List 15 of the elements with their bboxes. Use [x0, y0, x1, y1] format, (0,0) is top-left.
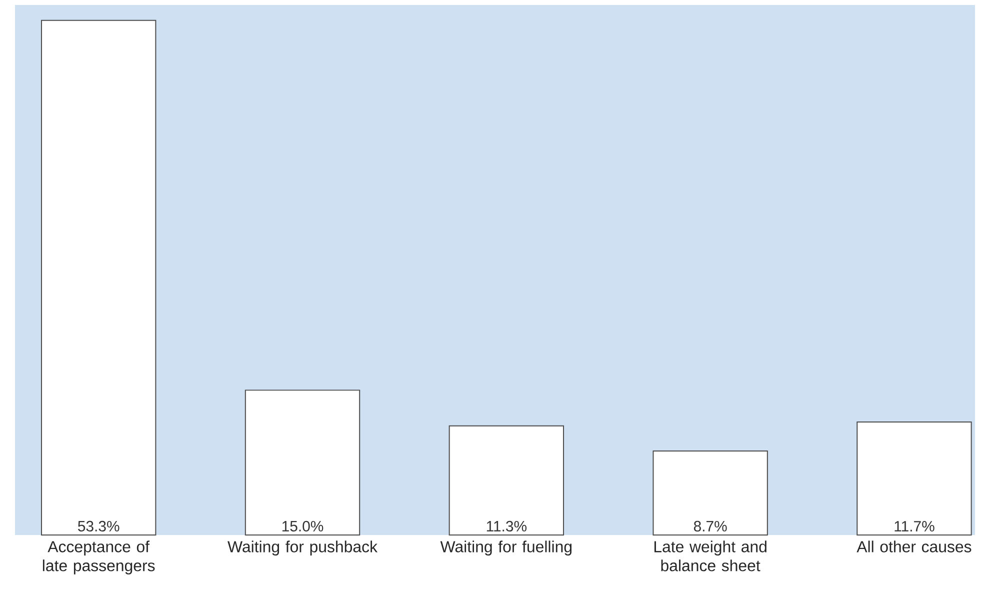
bar — [652, 450, 768, 536]
x-tick-label: Waiting for pushback — [228, 540, 378, 556]
x-tick-label: Acceptance of late passengers — [42, 540, 155, 574]
bar — [856, 422, 972, 536]
data-label: 11.7% — [894, 521, 934, 532]
data-label: 15.0% — [282, 520, 324, 532]
x-tick-label: All other causes — [856, 540, 972, 552]
data-label: 11.3% — [486, 520, 527, 532]
bar — [244, 390, 360, 536]
bar — [41, 20, 156, 536]
data-label: 8.7% — [694, 520, 727, 532]
bar — [448, 425, 564, 536]
x-tick-label: Late weight and balance sheet — [654, 540, 766, 572]
x-tick-label: Waiting for fuelling — [440, 540, 572, 556]
data-label: 53.3% — [78, 520, 120, 532]
